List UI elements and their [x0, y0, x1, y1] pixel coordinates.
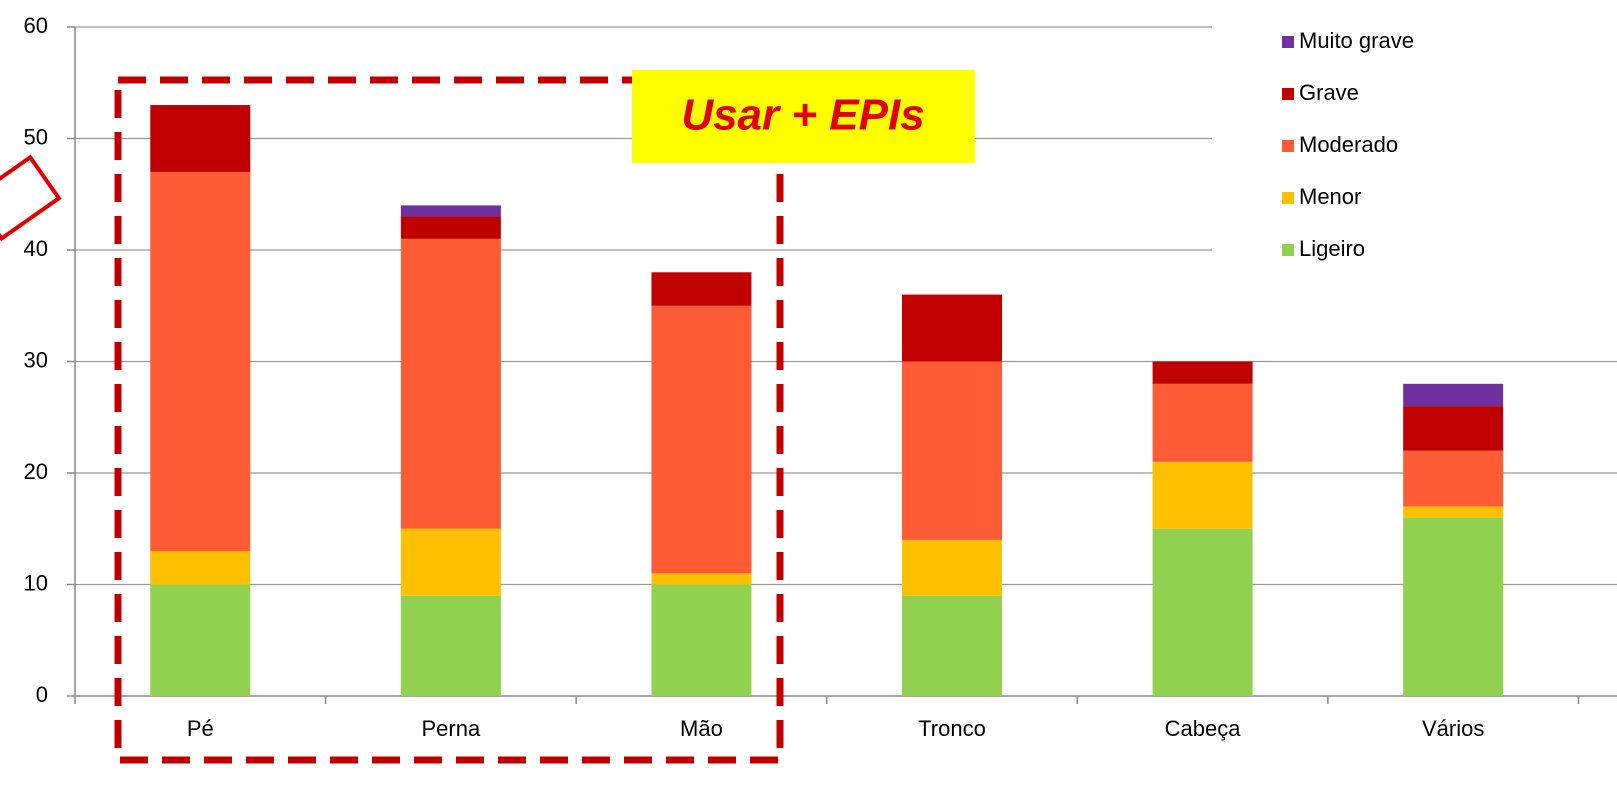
y-tick-label: 30	[24, 347, 48, 372]
bar-segment	[1403, 517, 1504, 696]
bar-segment	[1403, 506, 1504, 518]
bar-segment	[1152, 528, 1253, 696]
legend-label: Moderado	[1299, 132, 1398, 157]
bar-segment	[651, 305, 752, 574]
legend-swatch	[1282, 36, 1294, 48]
legend-swatch	[1282, 244, 1294, 256]
x-tick-label: Perna	[422, 716, 481, 741]
legend-label: Ligeiro	[1299, 236, 1365, 261]
x-tick-label: Mão	[680, 716, 723, 741]
x-tick-label: Tronco	[918, 716, 986, 741]
bar-segment	[1403, 450, 1504, 507]
x-tick-label: Pé	[187, 716, 214, 741]
bar-segment	[651, 584, 752, 696]
bar-segment	[902, 361, 1003, 540]
bar-segment	[1152, 461, 1253, 529]
bar-segment	[1152, 361, 1253, 384]
legend-swatch	[1282, 192, 1294, 204]
legend-swatch	[1282, 88, 1294, 100]
x-tick-label: Vários	[1422, 716, 1484, 741]
legend: Muito grave Grave Moderado Menor Ligeiro	[1282, 28, 1414, 261]
bar-segment	[651, 272, 752, 306]
bar-segment	[651, 573, 752, 585]
bar-segment	[150, 551, 251, 585]
bar-segment	[400, 205, 501, 217]
bar-segment	[400, 216, 501, 239]
annotation-box	[632, 70, 975, 163]
bar-segment	[1403, 406, 1504, 451]
legend-background	[1212, 12, 1617, 277]
bar-segment	[400, 595, 501, 696]
legend-swatch	[1282, 140, 1294, 152]
x-tick-label: Cabeça	[1165, 716, 1242, 741]
legend-label: Muito grave	[1299, 28, 1414, 53]
legend-label: Grave	[1299, 80, 1359, 105]
legend-label: Menor	[1299, 184, 1361, 209]
y-tick-label: 40	[24, 236, 48, 261]
y-tick-label: 60	[24, 13, 48, 38]
cut-off-badge	[0, 154, 62, 242]
bar-segment	[400, 528, 501, 596]
bar-segment	[150, 105, 251, 172]
bar-segment	[1403, 383, 1504, 407]
bar-segment	[902, 595, 1003, 696]
bar-segment	[902, 294, 1003, 362]
y-tick-label: 10	[24, 570, 48, 595]
annotation: Usar + EPIs	[681, 91, 924, 140]
y-tick-label: 50	[24, 124, 48, 149]
bar-segment	[150, 171, 251, 552]
bar-segment	[1152, 383, 1253, 462]
y-tick-label: 0	[36, 682, 48, 707]
bar-segment	[902, 539, 1003, 596]
badge-box	[0, 154, 62, 242]
y-tick-label: 20	[24, 459, 48, 484]
plot-area: 0 10 20 30 40 50 60 Pé Perna Mão Tronco Cabeça Vário…	[24, 13, 1617, 741]
bar-segment	[400, 238, 501, 529]
bar-segment	[150, 584, 251, 696]
